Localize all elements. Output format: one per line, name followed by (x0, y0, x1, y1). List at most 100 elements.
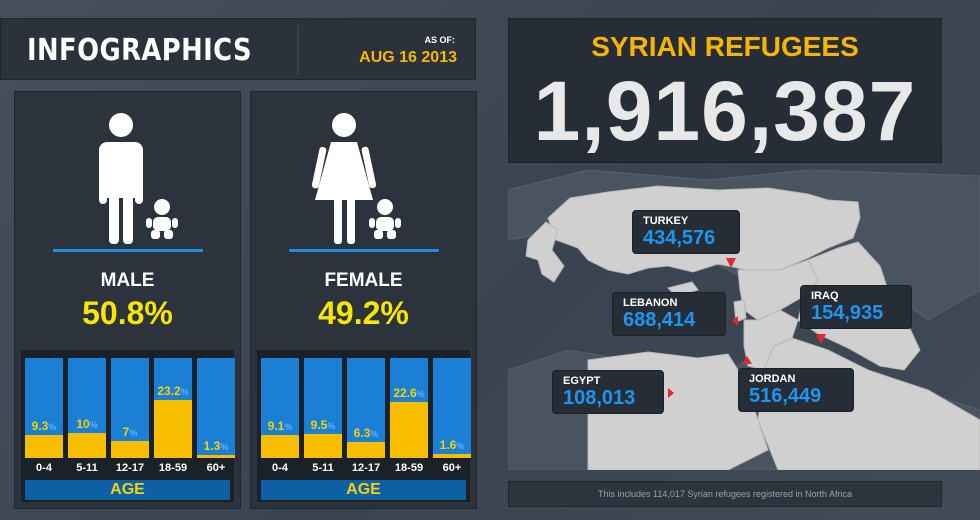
as-of-date: AUG 16 2013 (359, 49, 457, 66)
percent-sign: % (48, 421, 57, 432)
percent-sign: % (370, 429, 379, 440)
percent-sign: % (89, 420, 98, 430)
age-bar: 9.3% (25, 358, 63, 458)
age-bar-value: 10% (68, 417, 106, 431)
age-bar-fill (261, 435, 299, 458)
age-bar-value-text: 7 (122, 424, 130, 439)
age-bar-fill (25, 434, 63, 458)
total-value: 1,916,387 (533, 64, 917, 158)
age-bar-value: 22.6% (390, 386, 428, 400)
male-underline (53, 249, 203, 252)
age-bar-fill (433, 454, 471, 458)
jordan-name: JORDAN (749, 373, 796, 385)
age-category-label: 5-11 (312, 462, 334, 474)
percent-sign: % (220, 441, 229, 452)
age-category-label: 12-17 (115, 462, 145, 474)
age-bar-value: 23.2% (154, 384, 192, 398)
egypt-name: EGYPT (563, 375, 601, 387)
age-bar-value: 9.5% (304, 418, 342, 432)
greece-shape (525, 221, 565, 283)
age-bar-value: 9.3% (25, 419, 63, 433)
turkey-name: TURKEY (643, 215, 689, 227)
header-divider (297, 25, 299, 75)
age-bar: 6.3% (347, 358, 385, 458)
age-bar: 22.6% (390, 358, 428, 458)
age-bar-fill (111, 440, 149, 458)
total-box: SYRIAN REFUGEES 1,916,387 (508, 18, 942, 163)
age-bar: 23.2% (154, 358, 192, 458)
male-age-label: AGE (25, 480, 230, 500)
iraq-marker (816, 334, 826, 344)
percent-sign: % (456, 441, 465, 451)
age-bar: 10% (68, 358, 106, 458)
male-figure-area (15, 92, 240, 252)
age-bar-fill (154, 400, 192, 458)
age-category-label: 60+ (206, 462, 226, 474)
age-bar: 9.1% (261, 358, 299, 458)
female-label: FEMALE (324, 270, 403, 291)
page-title: INFOGRAPHICS (27, 33, 253, 68)
percent-sign: % (416, 388, 425, 399)
as-of-label: AS OF: (424, 35, 456, 45)
iraq-callout: IRAQ 154,935 (800, 285, 912, 329)
age-category-label: 0-4 (36, 462, 52, 474)
age-bar-value-text: 9.1 (267, 419, 285, 434)
age-bar-value: 9.1% (261, 419, 299, 433)
male-age-chart: 9.3% 0-4 10% 5-11 7% 12-17 23.2% 18-59 1.3% 60+ A… (21, 350, 235, 502)
turkey-callout: TURKEY 434,576 (632, 210, 740, 254)
woman-with-baby-icon (311, 113, 401, 244)
age-category-label: 5-11 (76, 462, 98, 474)
age-bar-fill (304, 434, 342, 458)
egypt-callout: EGYPT 108,013 (552, 370, 664, 414)
jordan-marker (742, 356, 752, 364)
female-figure-area (251, 92, 476, 252)
age-bar-fill (197, 454, 235, 458)
age-bar-fill (347, 442, 385, 458)
jordan-value: 516,449 (749, 385, 822, 407)
age-bar-value-text: 22.6 (393, 385, 417, 400)
location-markers (668, 258, 826, 398)
percent-sign: % (327, 421, 336, 432)
man-with-baby-icon (99, 113, 178, 244)
male-panel: MALE 50.8% 9.3% 0-4 10% 5-11 7% 12-17 23.2% 18-… (14, 91, 241, 509)
percent-sign: % (129, 427, 138, 438)
age-category-label: 0-4 (272, 462, 288, 474)
female-age-label: AGE (261, 480, 466, 500)
lebanon-value: 688,414 (623, 309, 696, 331)
egypt-value: 108,013 (563, 387, 636, 409)
lebanon-name: LEBANON (623, 297, 678, 309)
percent-sign: % (180, 387, 189, 397)
header-bar: INFOGRAPHICS AS OF: AUG 16 2013 (0, 18, 476, 80)
age-bar-value-text: 10 (76, 417, 90, 431)
lebanon-marker (732, 316, 738, 326)
male-label: MALE (100, 270, 155, 291)
turkey-value: 434,576 (643, 227, 716, 249)
turkey-marker (726, 258, 736, 268)
age-bar-fill (390, 401, 428, 458)
age-bar-value: 1.3% (197, 439, 235, 453)
percent-sign: % (284, 422, 293, 433)
iraq-value: 154,935 (811, 302, 884, 324)
age-category-label: 18-59 (158, 462, 188, 474)
egypt-marker (668, 388, 674, 398)
age-bar-value-text: 1.3 (203, 438, 221, 453)
age-bar-value-text: 9.3 (31, 418, 49, 433)
age-category-label: 18-59 (394, 462, 424, 474)
female-panel: FEMALE 49.2% 9.1% 0-4 9.5% 5-11 6.3% 12-17 22.… (250, 91, 477, 509)
age-bar-value-text: 23.2 (157, 384, 181, 398)
female-underline (289, 249, 439, 252)
lebanon-shape (733, 299, 747, 323)
female-percent: 49.2% (318, 295, 409, 331)
age-bar: 9.5% (304, 358, 342, 458)
age-bar-value: 6.3% (347, 426, 385, 440)
lebanon-callout: LEBANON 688,414 (612, 292, 726, 336)
age-bar-value-text: 1.6 (439, 438, 457, 452)
male-percent: 50.8% (82, 295, 173, 331)
age-category-label: 12-17 (351, 462, 381, 474)
age-category-label: 60+ (442, 462, 462, 474)
age-bar-value: 7% (111, 425, 149, 439)
age-bar-value-text: 6.3 (353, 426, 371, 441)
age-bar: 7% (111, 358, 149, 458)
jordan-callout: JORDAN 516,449 (738, 368, 854, 412)
age-bar-value: 1.6% (433, 438, 471, 452)
